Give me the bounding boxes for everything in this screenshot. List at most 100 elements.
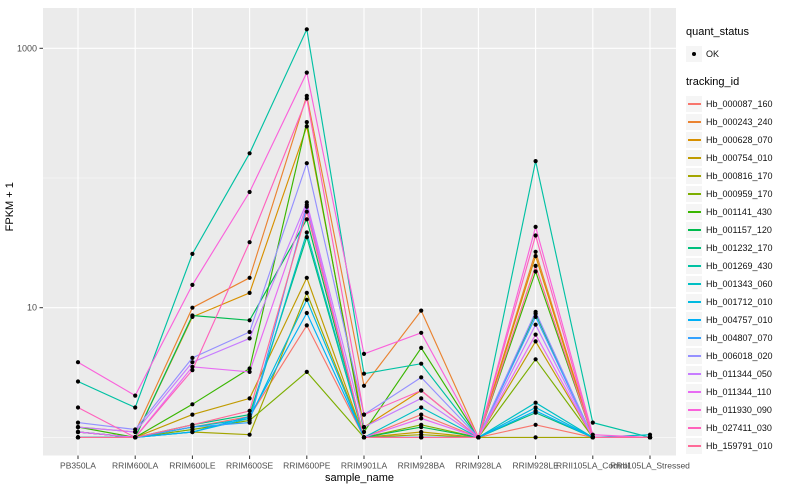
data-point	[533, 249, 538, 254]
data-point	[419, 425, 424, 430]
data-point	[190, 422, 195, 427]
legend-key-line-icon	[686, 131, 702, 148]
data-point	[361, 429, 367, 435]
data-point	[247, 189, 252, 195]
data-point	[247, 414, 252, 419]
data-point	[304, 235, 309, 240]
legend-label: Hb_011344_050	[706, 368, 772, 379]
legend-item-ok: OK	[686, 45, 798, 62]
legend-item: Hb_004757_010	[686, 311, 798, 328]
data-point	[247, 420, 252, 425]
data-point	[361, 351, 367, 356]
data-point	[647, 435, 653, 440]
legend-key-line-icon	[686, 401, 702, 418]
legend-item: Hb_011930_090	[686, 401, 798, 418]
x-tick-label: PB350LA	[60, 461, 96, 471]
data-point	[419, 405, 424, 410]
data-point	[304, 120, 309, 125]
data-point	[133, 405, 138, 410]
x-tick-label: RRII105LA_Control	[556, 461, 630, 471]
data-point	[533, 233, 538, 238]
data-point	[533, 435, 538, 440]
data-point	[247, 329, 252, 335]
data-point	[75, 420, 81, 425]
data-point	[590, 435, 595, 440]
legend-label: Hb_000754_010	[706, 152, 773, 163]
legend-label: Hb_001232_170	[706, 242, 773, 253]
data-point	[304, 96, 309, 101]
data-point	[419, 375, 424, 380]
legend-item: Hb_001712_010	[686, 293, 798, 310]
data-point	[247, 432, 252, 437]
legend-title-tracking-id: tracking_id	[686, 76, 740, 88]
x-tick-label: RRIM600LE	[169, 461, 216, 471]
legend-title-quant-status: quant_status	[686, 26, 749, 38]
legend-item: Hb_000243_240	[686, 113, 798, 130]
legend-item: Hb_001269_430	[686, 257, 798, 274]
data-point	[133, 393, 138, 398]
data-point	[190, 313, 195, 318]
data-point	[419, 330, 424, 335]
legend-label: Hb_000628_070	[706, 134, 773, 145]
legend-key-line-icon	[686, 221, 702, 238]
data-point	[533, 339, 538, 344]
legend-key-line-icon	[686, 95, 702, 112]
legend-label: Hb_000243_240	[706, 116, 773, 127]
legend-label: Hb_011930_090	[706, 404, 772, 415]
data-point	[190, 364, 195, 369]
data-point	[133, 435, 138, 440]
data-point	[419, 435, 424, 440]
data-point	[304, 297, 309, 302]
legend-key-line-icon	[686, 419, 702, 436]
data-point	[419, 345, 424, 350]
legend-key-line-icon	[686, 167, 702, 184]
data-point	[304, 310, 309, 316]
legend-label: Hb_001141_430	[706, 206, 772, 217]
data-point	[419, 308, 424, 313]
legend-key-line-icon	[686, 113, 702, 130]
data-point	[476, 435, 481, 440]
data-point	[533, 269, 538, 274]
legend-key-ok-point-icon	[686, 45, 702, 62]
legend-item: Hb_000087_160	[686, 95, 798, 112]
legend-item: Hb_001141_430	[686, 203, 798, 220]
legend-entries: Hb_000087_160 Hb_000243_240 Hb_000628_070 H…	[686, 95, 798, 454]
legend-item: Hb_027411_030	[686, 419, 798, 436]
data-point	[190, 355, 195, 360]
data-point	[304, 230, 309, 235]
legend-label: Hb_000959_170	[706, 188, 773, 199]
data-points	[75, 27, 653, 440]
data-point	[247, 290, 252, 295]
data-point	[247, 408, 252, 413]
data-point	[304, 27, 309, 32]
legend-label: Hb_001269_430	[706, 260, 773, 271]
data-point	[533, 309, 538, 314]
data-point	[533, 400, 538, 405]
data-point	[247, 318, 252, 323]
legend-key-line-icon	[686, 149, 702, 166]
y-axis-title: FPKM + 1	[4, 182, 16, 231]
data-point	[190, 368, 195, 373]
legend: quant_status OK tracking_id Hb_000087_16…	[686, 26, 798, 455]
x-tick-label: RRIM600PE	[283, 461, 331, 471]
x-axis-title: sample_name	[325, 472, 394, 484]
data-point	[247, 275, 252, 280]
data-point	[533, 322, 538, 327]
data-point	[533, 314, 538, 319]
data-point	[361, 412, 367, 417]
legend-item: Hb_000816_170	[686, 167, 798, 184]
data-point	[190, 429, 195, 435]
data-point	[419, 388, 424, 393]
legend-item: Hb_011344_050	[686, 365, 798, 382]
data-point	[361, 425, 367, 430]
data-point	[304, 202, 309, 207]
x-tick-label: RRIM928LA	[455, 461, 502, 471]
legend-key-line-icon	[686, 365, 702, 382]
data-point	[75, 435, 81, 440]
data-point	[533, 224, 538, 229]
legend-label: Hb_000816_170	[706, 170, 773, 181]
legend-label: Hb_000087_160	[706, 98, 773, 109]
x-tick-label: RRIM901LA	[341, 461, 388, 471]
data-point	[304, 124, 309, 129]
